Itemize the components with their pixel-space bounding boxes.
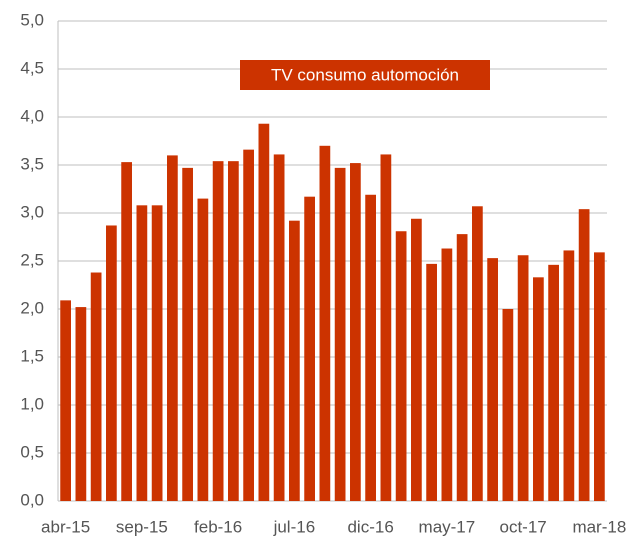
bar [258, 123, 270, 501]
bar [441, 248, 453, 501]
bar [472, 206, 483, 501]
bar [395, 231, 407, 502]
bar [60, 300, 71, 501]
bar [350, 163, 361, 501]
bar [243, 149, 254, 501]
bar [548, 264, 559, 501]
bar [502, 309, 514, 501]
y-tick-label: 0,5 [20, 442, 44, 461]
bar [578, 209, 590, 501]
bar [167, 155, 178, 501]
x-tick-label: abr-15 [41, 517, 90, 536]
y-tick-label: 2,5 [20, 250, 44, 269]
bar [151, 205, 163, 501]
y-tick-label: 1,0 [20, 394, 44, 413]
bar [533, 277, 544, 501]
bar [182, 167, 193, 501]
bar [228, 161, 239, 501]
bar [121, 162, 132, 501]
y-tick-label: 0,0 [20, 490, 44, 509]
bar [563, 250, 575, 501]
bar [75, 307, 87, 501]
x-tick-label: oct-17 [500, 517, 547, 536]
bar [456, 234, 468, 501]
x-tick-label: may-17 [419, 517, 476, 536]
annotation-box [240, 60, 490, 90]
y-tick-label: 3,0 [20, 202, 44, 221]
bar [289, 220, 300, 501]
bar [334, 167, 346, 501]
bar [411, 218, 422, 501]
annotation: TV consumo automoción [271, 65, 459, 84]
y-tick-label: 5,0 [20, 10, 44, 29]
bar [212, 161, 224, 501]
y-tick-label: 4,0 [20, 106, 44, 125]
bar [273, 154, 285, 501]
bar [136, 205, 148, 501]
bar [90, 272, 102, 501]
y-tick-label: 2,0 [20, 298, 44, 317]
bar [517, 255, 529, 501]
x-tick-label: mar-18 [572, 517, 626, 536]
bar [487, 258, 498, 501]
x-tick-label: dic-16 [347, 517, 393, 536]
x-tick-label: jul-16 [273, 517, 316, 536]
bar [380, 154, 392, 501]
y-tick-label: 4,5 [20, 58, 44, 77]
bar [197, 198, 209, 501]
x-tick-label: feb-16 [194, 517, 242, 536]
y-tick-label: 3,5 [20, 154, 44, 173]
bar [106, 225, 117, 502]
bar [594, 252, 605, 501]
x-tick-label: sep-15 [116, 517, 168, 536]
y-tick-label: 1,5 [20, 346, 44, 365]
bar [365, 194, 376, 501]
bar [426, 263, 437, 501]
bar [319, 145, 331, 502]
bar [304, 196, 315, 501]
